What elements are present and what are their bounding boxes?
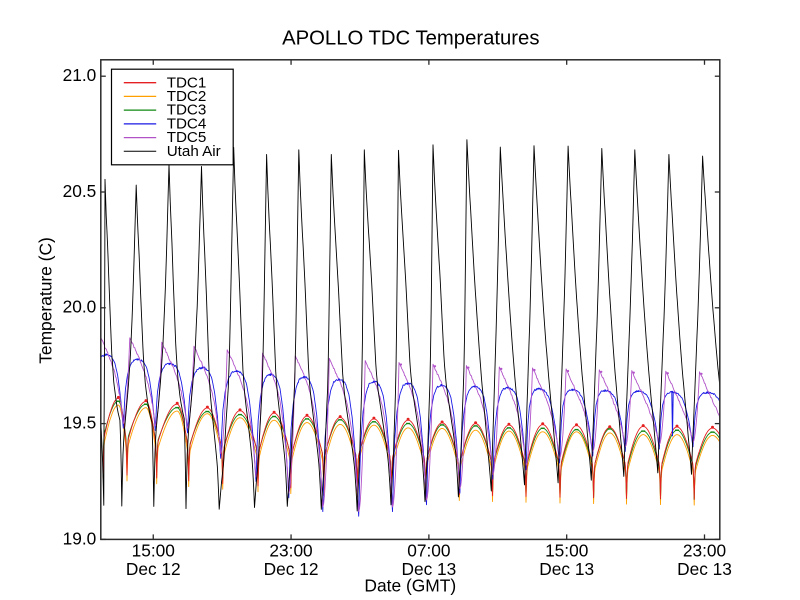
svg-text:20.5: 20.5	[63, 181, 97, 201]
svg-text:15:00: 15:00	[545, 541, 588, 561]
svg-text:Dec 13: Dec 13	[539, 559, 594, 579]
svg-text:TDC4: TDC4	[167, 116, 207, 133]
svg-text:Utah Air: Utah Air	[167, 143, 221, 160]
svg-text:TDC2: TDC2	[167, 88, 207, 105]
svg-text:TDC3: TDC3	[167, 102, 207, 119]
svg-text:APOLLO TDC Temperatures: APOLLO TDC Temperatures	[282, 27, 539, 49]
svg-text:Dec 13: Dec 13	[677, 559, 732, 579]
svg-text:21.0: 21.0	[63, 65, 97, 85]
svg-text:23:00: 23:00	[269, 541, 312, 561]
svg-text:TDC1: TDC1	[167, 74, 207, 91]
svg-text:20.0: 20.0	[63, 297, 97, 317]
svg-text:19.5: 19.5	[63, 413, 97, 433]
svg-text:Dec 12: Dec 12	[126, 559, 181, 579]
svg-text:15:00: 15:00	[132, 541, 175, 561]
svg-text:Temperature (C): Temperature (C)	[36, 237, 56, 364]
svg-text:19.0: 19.0	[63, 528, 97, 548]
svg-text:TDC5: TDC5	[167, 129, 207, 146]
svg-text:Date (GMT): Date (GMT)	[364, 576, 456, 596]
svg-text:Dec 12: Dec 12	[264, 559, 319, 579]
svg-text:07:00: 07:00	[407, 541, 450, 561]
svg-text:Dec 13: Dec 13	[401, 559, 456, 579]
svg-text:23:00: 23:00	[683, 541, 726, 561]
